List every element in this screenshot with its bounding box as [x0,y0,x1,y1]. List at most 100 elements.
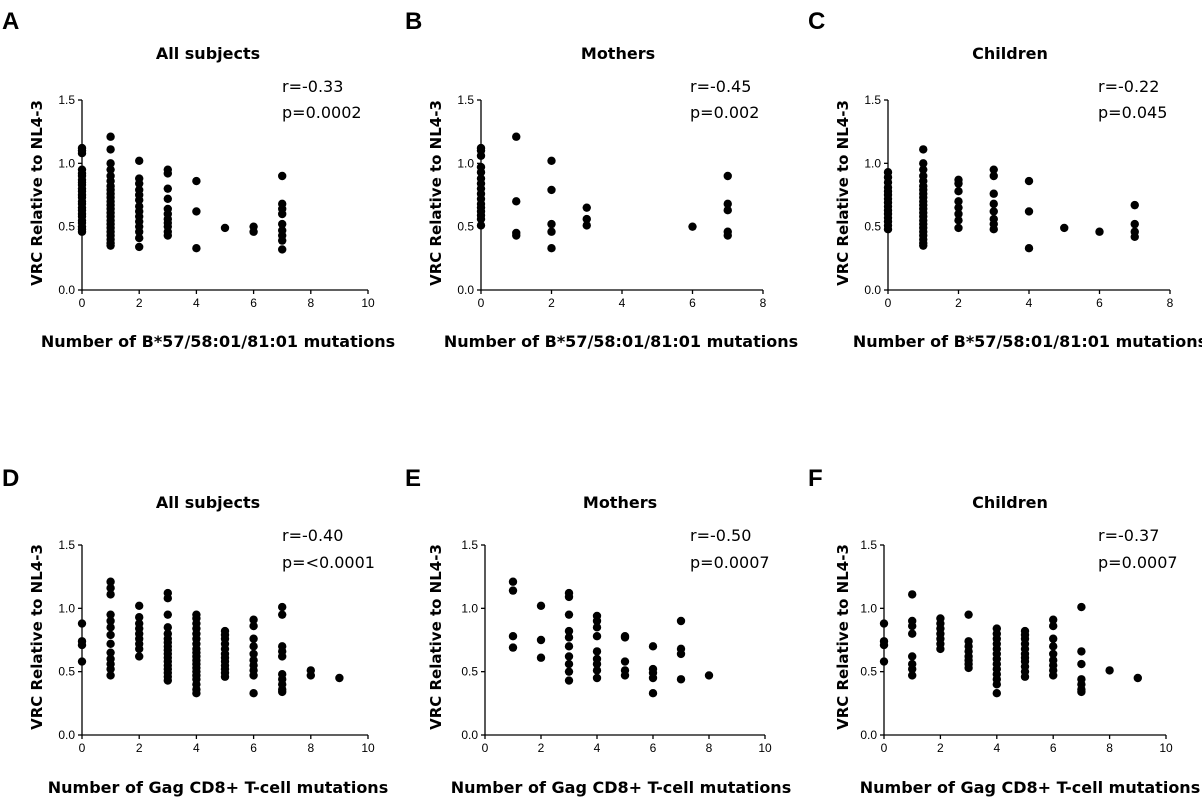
panel-letter: C [808,8,825,35]
data-point [135,179,144,188]
x-tick-label: 8 [1167,296,1174,310]
panel-title: All subjects [156,493,260,512]
data-point [688,222,697,231]
data-point [564,659,574,669]
data-point [106,241,115,250]
y-axis-label: VRC Relative to NL4-3 [28,100,46,286]
data-point [476,221,486,230]
x-axis-label: Number of Gag CD8+ T-cell mutations [451,778,791,797]
panel-letter: A [2,8,19,35]
p-value: p=0.0007 [690,553,770,572]
y-tick-label: 0.0 [58,728,75,742]
data-point [508,586,518,595]
data-point [1077,647,1086,656]
panel-title: Mothers [583,493,657,512]
x-axis-label: Number of Gag CD8+ T-cell mutations [48,778,388,797]
data-point [1130,219,1139,229]
data-point [989,199,998,209]
y-tick-label: 0.5 [864,220,881,234]
data-point [564,633,574,642]
x-tick-label: 4 [1026,296,1033,310]
data-point [989,225,998,234]
data-point [620,671,630,680]
data-point [992,680,1001,689]
data-point [106,132,115,141]
panel-letter: B [405,8,422,35]
panel-letter: F [808,465,823,492]
data-point [1105,666,1114,675]
data-point [335,673,344,683]
data-point [547,185,556,195]
data-point [106,616,115,626]
data-point [648,689,658,698]
data-point [249,642,258,651]
data-point [163,194,172,203]
data-point [163,676,172,685]
data-point [919,159,928,168]
data-point [723,171,732,181]
data-point [106,630,115,640]
x-tick-label: 2 [538,741,545,755]
data-point [106,639,115,648]
r-value: r=-0.37 [1098,526,1159,545]
data-point [278,209,287,219]
data-point [564,626,574,636]
data-point [192,207,201,216]
x-axis-label: Number of B*57/58:01/81:01 mutations [41,332,395,351]
data-point [1130,200,1139,210]
data-point [220,223,230,233]
p-value: p=<0.0001 [282,553,375,572]
y-axis-label: VRC Relative to NL4-3 [834,544,852,730]
data-point [936,644,945,654]
x-tick-label: 0 [885,296,892,310]
y-tick-label: 0.5 [457,220,474,234]
data-point [620,633,630,642]
panel-title: All subjects [156,44,260,63]
data-point [989,171,998,181]
y-tick-label: 0.5 [461,665,478,679]
data-point [135,613,144,622]
data-point [582,214,591,224]
data-point [1133,673,1143,683]
x-axis-label: Number of Gag CD8+ T-cell mutations [860,778,1200,797]
panel-f: F Children r=-0.37 p=0.0007 VRC Relative to … [808,465,1200,797]
data-point [536,635,546,645]
data-point [106,610,115,619]
y-tick-label: 1.0 [864,156,881,170]
data-point [879,657,889,666]
data-point [1020,672,1030,681]
data-point [1049,615,1058,624]
x-tick-label: 8 [307,741,314,755]
data-point [547,219,556,229]
data-point [564,652,574,661]
x-tick-label: 0 [881,741,888,755]
data-point [1077,602,1086,612]
x-tick-label: 4 [594,741,601,755]
panel-b: B Mothers r=-0.45 p=0.002 VRC Relative to NL… [405,8,798,351]
x-axis-label: Number of B*57/58:01/81:01 mutations [444,332,798,351]
y-tick-label: 1.0 [58,601,75,615]
data-point [676,649,686,659]
data-point [512,231,521,240]
y-tick-label: 0.0 [457,283,474,297]
data-point [249,621,258,631]
data-point [106,583,115,593]
data-point [954,203,963,212]
data-point [1049,649,1058,659]
data-point [192,176,201,186]
data-point [547,156,556,165]
y-tick-label: 1.0 [461,601,478,615]
y-tick-label: 1.0 [58,156,75,170]
x-tick-label: 0 [79,296,86,310]
data-point [249,671,258,680]
data-point [954,187,963,196]
data-point [592,659,602,669]
panel-letter: D [2,465,19,492]
data-point [476,151,486,160]
data-point [879,619,889,628]
x-tick-label: 10 [361,296,375,310]
data-point [592,623,602,632]
data-point [512,197,521,206]
data-point [908,621,917,631]
data-point [1049,621,1058,631]
